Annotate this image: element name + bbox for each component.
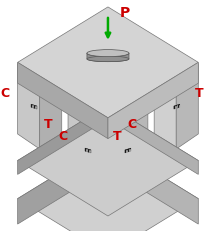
Polygon shape xyxy=(126,105,148,191)
Polygon shape xyxy=(18,105,108,174)
Text: T: T xyxy=(113,130,122,143)
Polygon shape xyxy=(108,143,198,224)
Polygon shape xyxy=(18,143,198,231)
Text: C: C xyxy=(128,118,137,131)
Polygon shape xyxy=(87,53,129,62)
Polygon shape xyxy=(40,64,62,149)
Text: C: C xyxy=(0,87,10,100)
Polygon shape xyxy=(174,104,180,109)
Polygon shape xyxy=(18,7,198,118)
Ellipse shape xyxy=(87,56,129,62)
Polygon shape xyxy=(108,62,198,139)
Polygon shape xyxy=(85,148,91,153)
Polygon shape xyxy=(18,62,108,139)
Text: C: C xyxy=(58,130,67,143)
Polygon shape xyxy=(176,64,198,149)
Ellipse shape xyxy=(87,50,129,57)
Polygon shape xyxy=(31,104,37,109)
Polygon shape xyxy=(125,148,131,153)
Polygon shape xyxy=(68,105,90,191)
Text: T: T xyxy=(44,118,52,131)
Text: P: P xyxy=(119,6,130,20)
Polygon shape xyxy=(18,64,40,149)
Polygon shape xyxy=(18,105,198,216)
Polygon shape xyxy=(154,64,176,149)
Polygon shape xyxy=(18,143,108,224)
Polygon shape xyxy=(104,105,126,191)
Text: T: T xyxy=(195,87,204,100)
Polygon shape xyxy=(108,105,198,174)
Polygon shape xyxy=(90,105,112,191)
